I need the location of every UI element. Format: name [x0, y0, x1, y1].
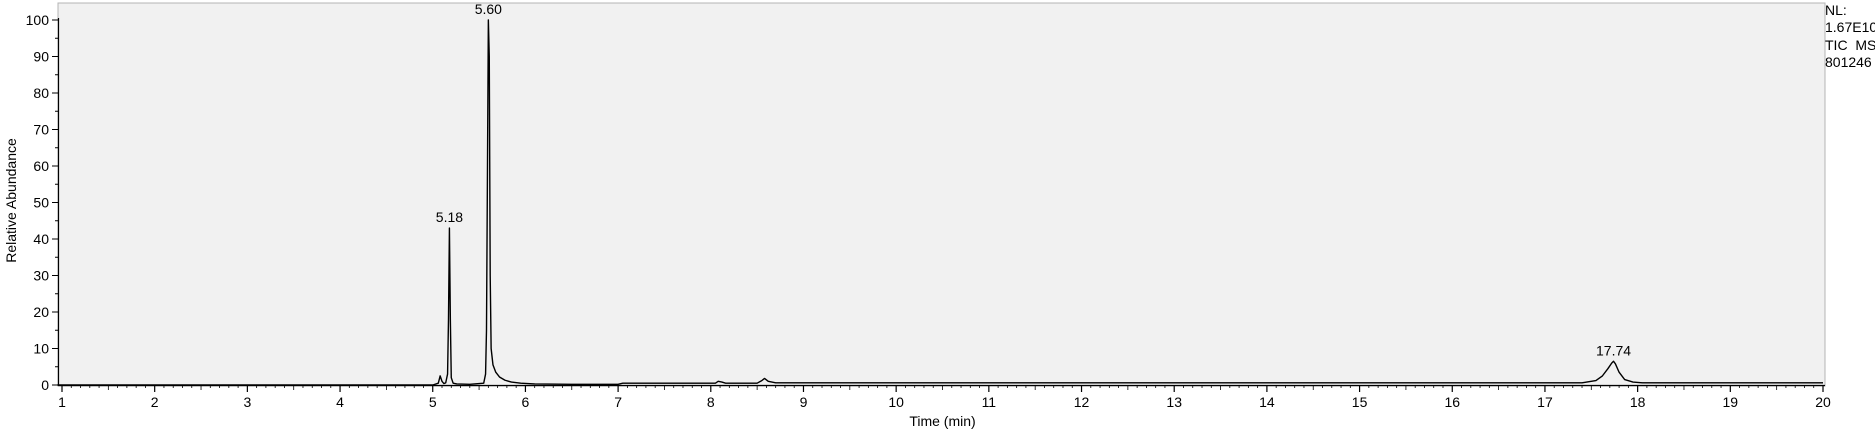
x-tick-label: 5: [429, 394, 437, 410]
x-tick-label: 1: [58, 394, 66, 410]
y-tick-label: 50: [33, 195, 49, 211]
plot-background: [57, 2, 1826, 387]
y-tick-label: 0: [41, 377, 49, 393]
y-tick-label: 10: [33, 341, 49, 357]
x-tick-label: 7: [614, 394, 622, 410]
peak-label: 5.18: [436, 209, 463, 225]
y-axis-title: Relative Abundance: [3, 138, 19, 263]
x-tick-label: 15: [1352, 394, 1368, 410]
x-tick-label: 9: [800, 394, 808, 410]
peak-label: 5.60: [475, 1, 502, 17]
x-tick-label: 2: [151, 394, 159, 410]
x-tick-label: 17: [1537, 394, 1553, 410]
x-tick-label: 16: [1444, 394, 1460, 410]
x-tick-label: 12: [1074, 394, 1090, 410]
x-tick-label: 14: [1259, 394, 1275, 410]
x-tick-label: 10: [888, 394, 904, 410]
nl-label: NL:: [1825, 2, 1847, 18]
x-axis-ticks: 1 2 3 4 5 6 7 8 9 10 11 12 13 14 15 16 17 18 19 20: [58, 385, 1831, 410]
y-axis-ticks: 0 10 20 30 40 50 60 70 80 90 100: [26, 12, 58, 393]
y-tick-label: 60: [33, 158, 49, 174]
x-tick-label: 19: [1723, 394, 1739, 410]
x-tick-label: 3: [243, 394, 251, 410]
file-id: 801246: [1825, 54, 1872, 70]
y-tick-label: 90: [33, 49, 49, 65]
x-tick-label: 20: [1815, 394, 1831, 410]
y-tick-label: 70: [33, 122, 49, 138]
x-tick-label: 4: [336, 394, 344, 410]
y-tick-label: 80: [33, 85, 49, 101]
x-tick-label: 8: [707, 394, 715, 410]
scan-type-label: TIC MS: [1825, 37, 1875, 53]
y-tick-label: 40: [33, 231, 49, 247]
y-tick-label: 100: [26, 12, 50, 28]
nl-value: 1.67E10: [1825, 19, 1875, 35]
x-axis-title: Time (min): [909, 413, 975, 429]
y-tick-label: 20: [33, 304, 49, 320]
x-tick-label: 6: [522, 394, 530, 410]
peak-annotations: 5.18 5.60 17.74: [436, 1, 1631, 358]
y-tick-label: 30: [33, 268, 49, 284]
tic-trace-line: [57, 19, 1823, 386]
x-tick-label: 11: [982, 394, 997, 410]
x-tick-label: 13: [1166, 394, 1182, 410]
peak-label: 17.74: [1596, 342, 1631, 358]
x-tick-label: 18: [1630, 394, 1646, 410]
